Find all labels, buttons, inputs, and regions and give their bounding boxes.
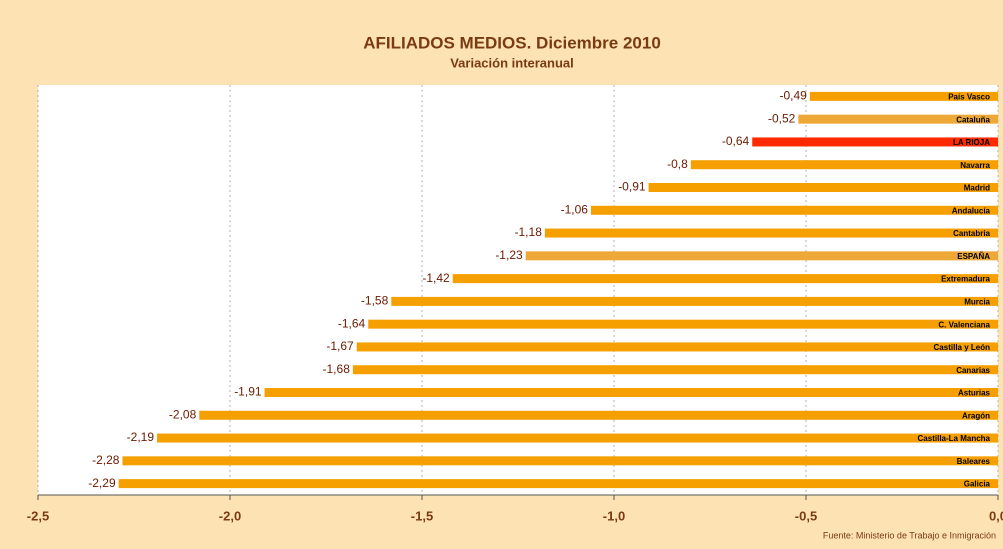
value-label: -1,23 <box>495 248 523 262</box>
value-label: -1,42 <box>422 271 450 285</box>
bar <box>809 91 998 101</box>
bar <box>690 160 998 170</box>
category-label: Madrid <box>964 184 990 193</box>
bar <box>544 228 998 238</box>
value-label: -0,64 <box>722 134 750 148</box>
bar <box>352 365 998 375</box>
value-label: -0,91 <box>618 180 646 194</box>
bar <box>118 479 998 489</box>
value-label: -2,29 <box>88 476 116 490</box>
chart-subtitle: Variación interanual <box>450 55 574 70</box>
category-label: Baleares <box>957 457 991 466</box>
category-label: Galicia <box>964 480 991 489</box>
bar <box>264 388 998 397</box>
bar <box>122 456 999 466</box>
value-label: -1,06 <box>561 202 589 216</box>
category-label: Extremadura <box>941 275 990 284</box>
category-label: C. Valenciana <box>938 320 990 329</box>
category-label: Cantabria <box>953 229 990 238</box>
bar <box>356 342 999 352</box>
category-label: Navarra <box>960 161 990 170</box>
bar <box>648 183 998 192</box>
value-label: -2,19 <box>127 430 155 444</box>
category-label: LA RIOJA <box>953 138 990 147</box>
bar <box>199 410 998 420</box>
category-label: Cataluña <box>956 115 990 124</box>
category-label: Murcia <box>964 297 990 306</box>
category-label: ESPAÑA <box>957 252 990 261</box>
bar <box>157 433 999 443</box>
bar <box>452 274 999 284</box>
x-tick-label: -1,0 <box>603 508 625 523</box>
category-label: Castilla y León <box>934 343 991 352</box>
x-tick-label: -0,5 <box>795 508 817 523</box>
bar <box>368 319 998 329</box>
bar <box>590 205 998 215</box>
x-tick-label: -2,0 <box>219 508 241 523</box>
value-label: -1,68 <box>323 362 351 376</box>
category-label: País Vasco <box>948 92 990 101</box>
bar <box>525 251 998 261</box>
category-label: Canarias <box>956 366 990 375</box>
bar <box>752 137 998 147</box>
category-label: Andalucía <box>952 206 991 215</box>
chart-title: AFILIADOS MEDIOS. Diciembre 2010 <box>363 33 661 52</box>
value-label: -1,18 <box>515 225 543 239</box>
value-label: -2,08 <box>169 407 197 421</box>
value-label: -0,49 <box>779 89 807 103</box>
value-label: -1,91 <box>234 385 262 399</box>
value-label: -2,28 <box>92 453 120 467</box>
x-tick-label: 0,0 <box>989 508 1003 523</box>
category-label: Castilla-La Mancha <box>918 434 991 443</box>
value-label: -1,58 <box>361 294 389 308</box>
value-label: -1,64 <box>338 316 366 330</box>
plot-area <box>38 85 998 495</box>
bar <box>391 296 998 306</box>
x-tick-label: -2,5 <box>27 508 49 523</box>
x-tick-label: -1,5 <box>411 508 433 523</box>
category-label: Aragón <box>962 411 990 420</box>
category-label: Asturias <box>958 389 991 398</box>
source: Fuente: Ministerio de Trabajo e Inmigrac… <box>823 530 996 540</box>
value-label: -0,8 <box>667 157 688 171</box>
value-label: -1,67 <box>326 339 354 353</box>
value-label: -0,52 <box>768 111 796 125</box>
bar <box>798 114 998 124</box>
